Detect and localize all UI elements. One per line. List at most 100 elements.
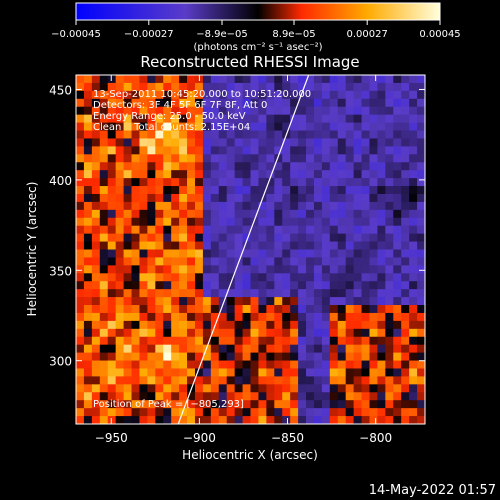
heatmap-cell bbox=[282, 193, 291, 203]
heatmap-cell bbox=[409, 130, 418, 140]
heatmap-cell bbox=[226, 130, 236, 140]
colorbar-tick-label: 0.00045 bbox=[419, 29, 460, 40]
heatmap-cell bbox=[76, 225, 85, 235]
heatmap-cell bbox=[155, 241, 164, 251]
heatmap-cell bbox=[187, 225, 196, 235]
peak-position-label: Position of Peak = [−805,293] bbox=[93, 399, 244, 410]
heatmap-cell bbox=[385, 289, 394, 298]
heatmap-cell bbox=[313, 400, 323, 409]
heatmap-cell bbox=[361, 114, 371, 124]
heatmap-cell bbox=[361, 75, 371, 84]
heatmap-cell bbox=[202, 106, 212, 116]
heatmap-cell bbox=[179, 82, 188, 92]
heatmap-cell bbox=[187, 257, 196, 266]
heatmap-cell bbox=[337, 138, 347, 147]
heatmap-cell bbox=[194, 201, 204, 211]
heatmap-cell bbox=[361, 178, 371, 187]
heatmap-cell bbox=[385, 392, 394, 401]
heatmap-cell bbox=[393, 376, 402, 385]
heatmap-cell bbox=[345, 233, 355, 243]
heatmap-cell bbox=[401, 312, 410, 322]
heatmap-cell bbox=[361, 217, 371, 227]
heatmap-cell bbox=[306, 328, 315, 338]
heatmap-cell bbox=[298, 90, 307, 100]
heatmap-cell bbox=[155, 122, 164, 132]
heatmap-cell bbox=[417, 416, 425, 424]
heatmap-cell bbox=[91, 360, 101, 370]
heatmap-cell bbox=[107, 249, 117, 259]
heatmap-cell bbox=[187, 98, 196, 108]
heatmap-cell bbox=[417, 209, 425, 219]
heatmap-cell bbox=[131, 209, 141, 219]
heatmap-cell bbox=[123, 162, 133, 171]
heatmap-cell bbox=[266, 122, 275, 132]
heatmap-cell bbox=[298, 122, 307, 132]
heatmap-cell bbox=[218, 178, 228, 187]
heatmap-cell bbox=[321, 257, 331, 266]
heatmap-cell bbox=[171, 328, 180, 338]
heatmap-cell bbox=[274, 416, 283, 424]
heatmap-cell bbox=[171, 122, 180, 132]
heatmap-cell bbox=[226, 122, 236, 132]
heatmap-cell bbox=[321, 273, 331, 282]
heatmap-cell bbox=[194, 289, 204, 298]
heatmap-cell bbox=[369, 201, 379, 211]
heatmap-cell bbox=[298, 265, 307, 274]
heatmap-cell bbox=[409, 368, 418, 378]
heatmap-cell bbox=[282, 154, 291, 163]
heatmap-cell bbox=[282, 312, 291, 322]
heatmap-cell bbox=[76, 312, 85, 322]
heatmap-cell bbox=[266, 82, 275, 92]
heatmap-cell bbox=[345, 209, 355, 219]
heatmap-cell bbox=[139, 146, 148, 155]
heatmap-cell bbox=[298, 368, 307, 378]
heatmap-cell bbox=[194, 281, 204, 290]
heatmap-cell bbox=[99, 225, 109, 235]
heatmap-cell bbox=[147, 392, 156, 401]
heatmap-cell bbox=[76, 376, 85, 385]
heatmap-cell bbox=[401, 352, 410, 362]
heatmap-cell bbox=[155, 162, 164, 171]
heatmap-cell bbox=[290, 312, 299, 322]
heatmap-cell bbox=[321, 336, 331, 346]
heatmap-cell bbox=[321, 352, 331, 362]
heatmap-cell bbox=[258, 75, 267, 84]
heatmap-cell bbox=[266, 241, 275, 251]
heatmap-cell bbox=[194, 328, 204, 338]
heatmap-cell bbox=[123, 90, 133, 100]
heatmap-cell bbox=[266, 154, 275, 163]
heatmap-cell bbox=[76, 217, 85, 227]
heatmap-cell bbox=[210, 82, 220, 92]
heatmap-cell bbox=[91, 392, 101, 401]
heatmap-cell bbox=[99, 265, 109, 274]
heatmap-cell bbox=[210, 225, 220, 235]
heatmap-cell bbox=[147, 368, 156, 378]
heatmap-cell bbox=[155, 408, 164, 417]
heatmap-cell bbox=[139, 154, 148, 163]
heatmap-cell bbox=[163, 360, 172, 370]
heatmap-cell bbox=[139, 233, 148, 243]
heatmap-cell bbox=[377, 384, 386, 393]
heatmap-cell bbox=[139, 360, 148, 370]
heatmap-cell bbox=[147, 257, 156, 266]
heatmap-cell bbox=[401, 178, 410, 187]
heatmap-cell bbox=[274, 368, 283, 378]
heatmap-cell bbox=[266, 352, 275, 362]
heatmap-cell bbox=[313, 201, 323, 211]
heatmap-cell bbox=[369, 368, 379, 378]
heatmap-cell bbox=[337, 273, 347, 282]
heatmap-cell bbox=[91, 241, 101, 251]
heatmap-cell bbox=[210, 146, 220, 155]
heatmap-cell bbox=[179, 400, 188, 409]
heatmap-cell bbox=[179, 320, 188, 330]
heatmap-cell bbox=[369, 122, 379, 132]
heatmap-cell bbox=[393, 312, 402, 322]
heatmap-cell bbox=[321, 162, 331, 171]
heatmap-cell bbox=[337, 122, 347, 132]
heatmap-cell bbox=[290, 297, 299, 306]
heatmap-cell bbox=[417, 289, 425, 298]
heatmap-cell bbox=[107, 82, 117, 92]
heatmap-cell bbox=[306, 225, 315, 235]
heatmap-cell bbox=[99, 201, 109, 211]
heatmap-cell bbox=[345, 98, 355, 108]
